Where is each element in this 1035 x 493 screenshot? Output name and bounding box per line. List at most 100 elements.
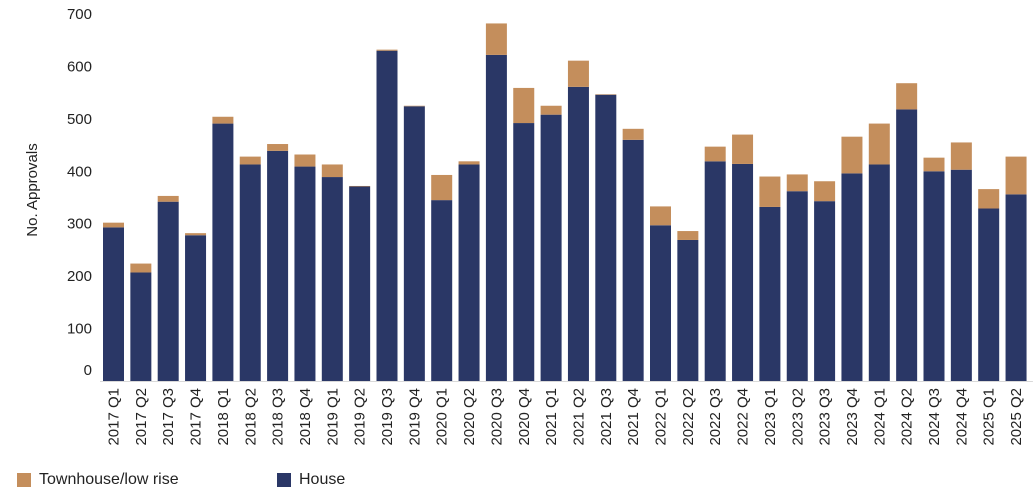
bar-house <box>349 186 371 381</box>
bar-house <box>978 208 1000 381</box>
legend-swatch-townhouse <box>17 473 31 487</box>
bar-townhouse <box>267 144 289 151</box>
x-tick-label: 2025 Q2 <box>1008 388 1025 446</box>
y-axis-label: No. Approvals <box>24 143 41 236</box>
bar-house <box>841 173 863 381</box>
bar-townhouse <box>759 176 781 207</box>
x-tick-label: 2018 Q3 <box>270 388 287 446</box>
x-tick-label: 2017 Q4 <box>188 388 205 446</box>
bar-house <box>868 164 890 381</box>
y-tick-label: 400 <box>67 163 92 180</box>
bar-house <box>513 123 535 382</box>
bar-house <box>185 235 207 381</box>
x-tick-label: 2019 Q4 <box>406 388 423 446</box>
legend-item-townhouse: Townhouse/low rise <box>17 470 179 490</box>
legend-label-townhouse: Townhouse/low rise <box>39 471 179 488</box>
bar-house <box>458 164 480 381</box>
x-tick-label: 2025 Q1 <box>981 388 998 446</box>
x-tick-label: 2019 Q2 <box>352 388 369 446</box>
bar-townhouse <box>103 222 124 228</box>
bar-townhouse <box>403 105 425 107</box>
bar-house <box>267 150 289 381</box>
bar-house <box>431 200 453 381</box>
bar-townhouse <box>212 116 234 124</box>
bar-house <box>130 272 152 381</box>
x-tick-label: 2022 Q1 <box>653 388 670 446</box>
bar-house <box>376 50 398 381</box>
x-tick-label: 2024 Q1 <box>871 388 888 446</box>
bars <box>103 23 1027 382</box>
bar-house <box>759 206 781 381</box>
bar-townhouse <box>950 142 972 170</box>
bar-house <box>540 114 562 382</box>
x-tick-label: 2017 Q1 <box>106 388 123 446</box>
bar-townhouse <box>567 60 589 87</box>
x-tick-label: 2022 Q3 <box>707 388 724 446</box>
x-tick-label: 2018 Q2 <box>242 388 259 446</box>
bar-townhouse <box>157 195 179 202</box>
legend-item-house: House <box>277 470 345 490</box>
x-tick-label: 2023 Q1 <box>762 388 779 446</box>
x-tick-label: 2020 Q1 <box>434 388 451 446</box>
bar-townhouse <box>814 181 836 202</box>
bar-townhouse <box>513 87 535 124</box>
y-tick-label: 200 <box>67 268 92 285</box>
bar-house <box>567 86 589 381</box>
bar-house <box>923 171 945 381</box>
y-tick-label: 300 <box>67 216 92 233</box>
bar-townhouse <box>1005 156 1027 195</box>
bar-townhouse <box>650 206 671 226</box>
bar-townhouse <box>185 233 207 236</box>
bar-house <box>485 54 507 381</box>
bar-townhouse <box>978 189 1000 209</box>
x-tick-label: 2020 Q4 <box>516 388 533 446</box>
x-tick-label: 2018 Q1 <box>215 388 232 446</box>
x-tick-label: 2023 Q3 <box>817 388 834 446</box>
bar-townhouse <box>485 23 507 55</box>
bar-house <box>103 227 124 381</box>
bar-townhouse <box>239 156 261 165</box>
bar-house <box>650 225 671 381</box>
bar-house <box>157 201 179 381</box>
legend-label-house: House <box>299 471 346 488</box>
bar-townhouse <box>349 185 371 187</box>
x-tick-label: 2019 Q1 <box>324 388 341 446</box>
bar-townhouse <box>130 263 152 273</box>
y-tick-label: 100 <box>67 321 92 338</box>
bar-townhouse <box>841 136 863 174</box>
bar-house <box>950 169 972 381</box>
x-axis: 2017 Q1 2017 Q2 2017 Q3 2017 Q4 2018 Q1 2018 … <box>100 381 1033 446</box>
y-tick-label: 600 <box>67 58 92 75</box>
bar-townhouse <box>294 154 316 167</box>
x-tick-label: 2022 Q4 <box>735 388 752 446</box>
bar-house <box>677 239 699 381</box>
bar-townhouse <box>896 83 918 110</box>
x-tick-label: 2021 Q3 <box>598 388 615 446</box>
bar-house <box>321 177 343 381</box>
bar-house <box>732 163 754 381</box>
bar-townhouse <box>732 134 754 164</box>
x-tick-label: 2017 Q3 <box>160 388 177 446</box>
bar-townhouse <box>321 164 343 178</box>
bar-house <box>239 164 261 381</box>
x-tick-label: 2020 Q3 <box>488 388 505 446</box>
bar-townhouse <box>704 146 726 162</box>
bar-house <box>622 139 644 381</box>
bar-house <box>595 94 617 382</box>
x-tick-label: 2017 Q2 <box>133 388 150 446</box>
bar-townhouse <box>868 123 890 165</box>
x-tick-label: 2020 Q2 <box>461 388 478 446</box>
bar-house <box>786 191 808 381</box>
x-tick-label: 2021 Q1 <box>543 388 560 446</box>
x-tick-label: 2018 Q4 <box>297 388 314 446</box>
bar-townhouse <box>677 231 699 240</box>
bar-house <box>704 161 726 381</box>
bar-house <box>403 106 425 381</box>
x-tick-label: 2023 Q2 <box>789 388 806 446</box>
bar-townhouse <box>431 174 453 201</box>
x-tick-label: 2022 Q2 <box>680 388 697 446</box>
x-tick-label: 2023 Q4 <box>844 388 861 446</box>
bar-townhouse <box>595 94 617 95</box>
bar-house <box>814 201 836 381</box>
